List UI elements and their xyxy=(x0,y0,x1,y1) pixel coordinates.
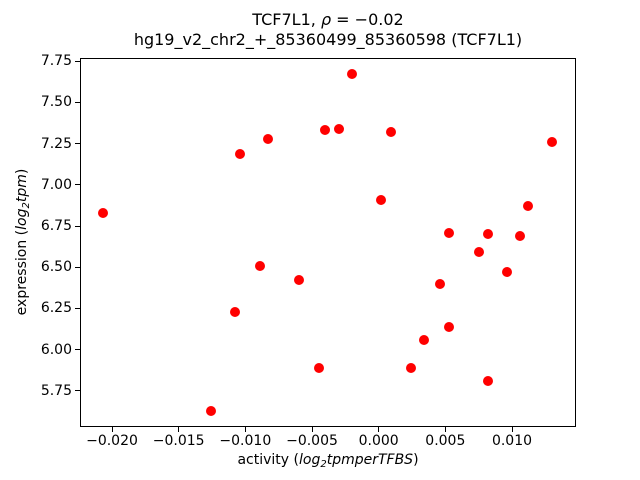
label-segment: tpm xyxy=(14,174,30,203)
chart-title-block: TCF7L1, ρ = −0.02 hg19_v2_chr2_+_8536049… xyxy=(134,10,522,50)
y-tick-label: 6.50 xyxy=(40,259,72,276)
data-point xyxy=(320,125,331,136)
x-tick-label: −0.005 xyxy=(286,433,338,449)
y-tick-label: 6.25 xyxy=(40,300,72,317)
y-tick-mark xyxy=(75,390,80,392)
y-tick-label: 7.50 xyxy=(40,94,72,111)
label-segment: expression ( xyxy=(14,229,30,316)
data-point xyxy=(205,405,216,416)
x-tick-mark xyxy=(311,427,313,432)
data-point xyxy=(419,334,429,345)
y-tick-label: 6.75 xyxy=(40,218,72,235)
label-segment: = −0.02 xyxy=(331,10,404,29)
y-tick-mark xyxy=(75,143,80,145)
label-segment: 2 xyxy=(21,202,32,209)
data-point xyxy=(97,207,108,218)
x-tick-label: 0.000 xyxy=(358,433,399,449)
data-point xyxy=(376,194,387,205)
y-tick-mark xyxy=(75,349,80,351)
y-tick-label: 7.25 xyxy=(40,135,72,152)
data-point xyxy=(347,69,357,80)
data-point xyxy=(385,127,396,138)
x-tick-mark xyxy=(244,427,246,432)
label-segment: activity ( xyxy=(237,452,299,468)
label-segment: log xyxy=(298,452,321,468)
data-point xyxy=(444,227,455,238)
y-tick-mark xyxy=(75,184,80,186)
data-point xyxy=(444,321,455,332)
x-axis-label: activity (log2tpmperTFBS) xyxy=(237,452,419,470)
chart-title: TCF7L1, ρ = −0.02 xyxy=(134,10,522,30)
data-point xyxy=(523,201,533,212)
x-tick-label: 0.010 xyxy=(491,433,533,449)
data-point xyxy=(501,267,512,278)
label-segment: 2 xyxy=(320,459,327,470)
data-point xyxy=(483,375,493,386)
y-tick-label: 5.75 xyxy=(40,382,72,399)
y-tick-mark xyxy=(75,266,80,268)
y-tick-mark xyxy=(75,225,80,227)
y-tick-mark xyxy=(75,307,80,309)
data-point xyxy=(405,362,416,373)
x-tick-label: −0.010 xyxy=(219,433,272,449)
x-tick-label: −0.020 xyxy=(86,433,138,449)
data-point xyxy=(483,229,493,240)
data-point xyxy=(547,137,557,147)
data-point xyxy=(293,275,304,286)
y-tick-label: 7.00 xyxy=(40,176,72,193)
data-point xyxy=(235,148,245,159)
y-tick-label: 6.00 xyxy=(40,341,72,358)
y-tick-mark xyxy=(75,101,80,103)
plot-area xyxy=(80,58,576,427)
y-tick-label: 7.75 xyxy=(40,53,72,70)
data-point xyxy=(255,260,265,271)
chart-subtitle: hg19_v2_chr2_+_85360499_85360598 (TCF7L1… xyxy=(133,30,523,49)
x-tick-mark xyxy=(444,427,446,432)
data-point xyxy=(313,362,324,373)
label-segment: tpmperTFBS xyxy=(326,452,414,468)
data-point xyxy=(473,247,484,258)
label-segment: ) xyxy=(14,168,30,175)
data-point xyxy=(229,306,240,317)
x-tick-label: −0.015 xyxy=(152,433,205,449)
x-tick-label: 0.005 xyxy=(425,433,466,449)
y-axis-label: expression (log2tpm) xyxy=(14,168,32,316)
label-segment: log xyxy=(14,208,30,230)
data-point xyxy=(333,123,344,134)
data-point xyxy=(263,133,273,144)
x-tick-mark xyxy=(378,427,380,432)
data-point xyxy=(435,278,445,289)
x-tick-mark xyxy=(178,427,180,432)
y-tick-mark xyxy=(75,60,80,62)
data-point xyxy=(515,230,525,241)
x-tick-mark xyxy=(111,427,113,432)
x-tick-mark xyxy=(511,427,513,432)
label-segment: TCF7L1, xyxy=(252,10,321,29)
label-segment: ρ xyxy=(320,10,332,29)
label-segment: ) xyxy=(413,452,419,468)
